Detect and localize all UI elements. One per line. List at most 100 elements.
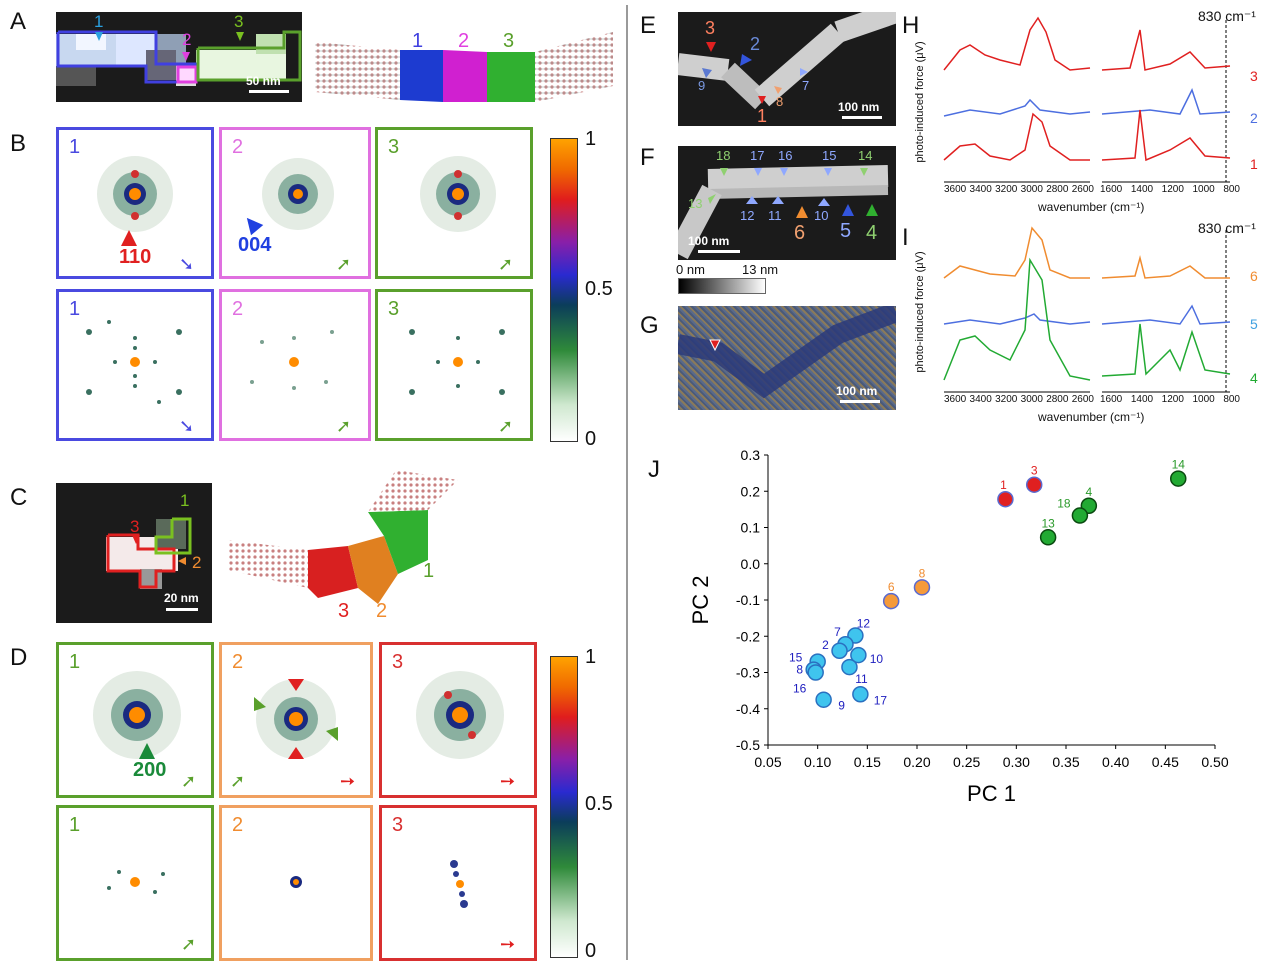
colorbar-d-bottom: 0 xyxy=(585,940,597,962)
data-point-9 xyxy=(815,691,832,708)
direction-arrow: ➙ xyxy=(340,771,356,791)
marker-a-2: 2 xyxy=(182,30,192,49)
diffraction-d-3-top: 3 ➙ xyxy=(379,642,537,798)
colorbar-d-mid: 0.5 xyxy=(585,793,613,815)
diffraction-b-1-top: 1 110 ➘ xyxy=(56,127,214,279)
direction-arrow: ➙ xyxy=(500,771,516,791)
h-trace-3: 3 xyxy=(1250,68,1258,84)
x-tick-label: 0.20 xyxy=(903,754,930,770)
tick: 3000 xyxy=(1020,184,1043,195)
model-c-label-1: 1 xyxy=(423,560,435,582)
model-a-label-1: 1 xyxy=(412,30,424,52)
marker-e-2: 2 xyxy=(750,34,761,54)
data-label-4: 4 xyxy=(1086,485,1093,499)
data-label-2: 2 xyxy=(822,638,829,652)
marker-f-16: 16 xyxy=(778,148,793,163)
data-point-3 xyxy=(1025,476,1043,493)
height-min-label: 0 nm xyxy=(676,262,705,277)
colorbar-b xyxy=(550,138,578,442)
data-label-9: 9 xyxy=(838,699,845,713)
i-ticks-right: 1600 1400 1200 1000 800 xyxy=(1100,394,1240,405)
frame-number: 3 xyxy=(392,651,404,673)
annot-004: 004 xyxy=(238,234,272,256)
marker-f-5: 5 xyxy=(840,220,852,242)
tick: 1000 xyxy=(1192,184,1215,195)
diffraction-d-2-bottom: 2 xyxy=(219,805,373,961)
marker-a-3: 3 xyxy=(234,12,244,31)
tick: 2600 xyxy=(1071,184,1094,195)
frame-number: 1 xyxy=(69,298,81,320)
scalebar-e-label: 100 nm xyxy=(838,100,880,114)
x-axis-label: PC 1 xyxy=(967,781,1016,806)
colorbar-b-bottom: 0 xyxy=(585,428,597,450)
data-label-18: 18 xyxy=(1057,497,1071,511)
colorbar-d xyxy=(550,656,578,958)
scalebar-a xyxy=(249,90,289,93)
tick: 1400 xyxy=(1130,394,1154,405)
spectra-i xyxy=(943,226,1231,393)
marker-e-3: 3 xyxy=(705,18,716,38)
frame-number: 1 xyxy=(69,651,81,673)
marker-f-4: 4 xyxy=(866,222,878,244)
scalebar-e xyxy=(842,116,882,119)
marker-f-6: 6 xyxy=(794,222,806,244)
tick: 3600 xyxy=(944,394,967,405)
data-label-11: 11 xyxy=(855,672,868,686)
tick: 1400 xyxy=(1130,184,1154,195)
data-label-8: 8 xyxy=(796,663,803,677)
tick: 3600 xyxy=(944,184,967,195)
data-point-13 xyxy=(1039,529,1057,546)
direction-arrow: ➚ xyxy=(181,771,197,791)
panel-g-image: 100 nm xyxy=(678,306,896,410)
tick: 3200 xyxy=(995,394,1018,405)
panel-label-b: B xyxy=(10,130,27,157)
colorbar-d-top: 1 xyxy=(585,646,597,668)
x-tick-label: 0.30 xyxy=(1003,754,1030,770)
panel-e-image: 3 2 9 1 8 7 100 nm xyxy=(678,12,896,126)
marker-e-7: 7 xyxy=(802,78,810,93)
diffraction-d-1-bottom: 1 ➚ xyxy=(56,805,214,961)
panel-label-f: F xyxy=(640,144,655,171)
i-ticks-left: 3600 3400 3200 3000 2800 2600 xyxy=(944,394,1094,405)
pca-scatter-chart: 0.3 0.2 0.1 0.0 -0.1 -0.2 -0.3 -0.4 -0.50.05 0.10… xyxy=(688,447,1229,806)
tick: 2600 xyxy=(1071,394,1094,405)
x-tick-label: 0.45 xyxy=(1152,754,1179,770)
direction-arrow: ➘ xyxy=(179,416,195,436)
data-label-3: 3 xyxy=(1031,464,1038,478)
model-a-label-2: 2 xyxy=(458,30,470,52)
tick: 1600 xyxy=(1100,184,1123,195)
diffraction-d-3-bottom: 3 ➙ xyxy=(379,805,537,961)
scalebar-g xyxy=(840,400,880,403)
spectra-h xyxy=(943,16,1231,183)
data-label-15: 15 xyxy=(789,651,803,665)
tick: 1600 xyxy=(1100,394,1123,405)
panel-divider xyxy=(626,5,628,960)
model-c-label-3: 3 xyxy=(338,600,350,622)
i-annotation: 830 cm⁻¹ xyxy=(1198,220,1256,236)
scalebar-g-label: 100 nm xyxy=(836,384,878,398)
x-tick-label: 0.35 xyxy=(1052,754,1079,770)
data-point-16 xyxy=(807,664,824,681)
data-point-11 xyxy=(841,658,858,676)
direction-arrow: ➚ xyxy=(181,934,197,954)
direction-arrow: ➚ xyxy=(336,416,352,436)
x-tick-label: 0.05 xyxy=(754,754,781,770)
y-tick-label: -0.1 xyxy=(736,592,760,608)
diffraction-b-2-bottom: 2 ➚ xyxy=(219,289,371,441)
data-label-1: 1 xyxy=(1000,478,1007,492)
h-ylabel-box: photo-induced force (μV) xyxy=(908,30,928,180)
tick: 3400 xyxy=(969,394,992,405)
data-label-8: 8 xyxy=(919,566,926,580)
y-axis-label: PC 2 xyxy=(688,576,713,625)
tick: 1200 xyxy=(1161,394,1184,405)
data-label-14: 14 xyxy=(1172,458,1186,472)
scalebar-f xyxy=(698,250,740,253)
marker-c-1: 1 xyxy=(180,491,190,510)
model-c-label-2: 2 xyxy=(376,600,388,622)
frame-number: 3 xyxy=(388,298,400,320)
y-tick-label: 0.0 xyxy=(741,556,761,572)
annot-200: 200 xyxy=(133,759,167,781)
data-label-12: 12 xyxy=(857,617,871,631)
panel-a-model: 1 2 3 xyxy=(315,12,615,104)
tick: 2800 xyxy=(1046,394,1069,405)
